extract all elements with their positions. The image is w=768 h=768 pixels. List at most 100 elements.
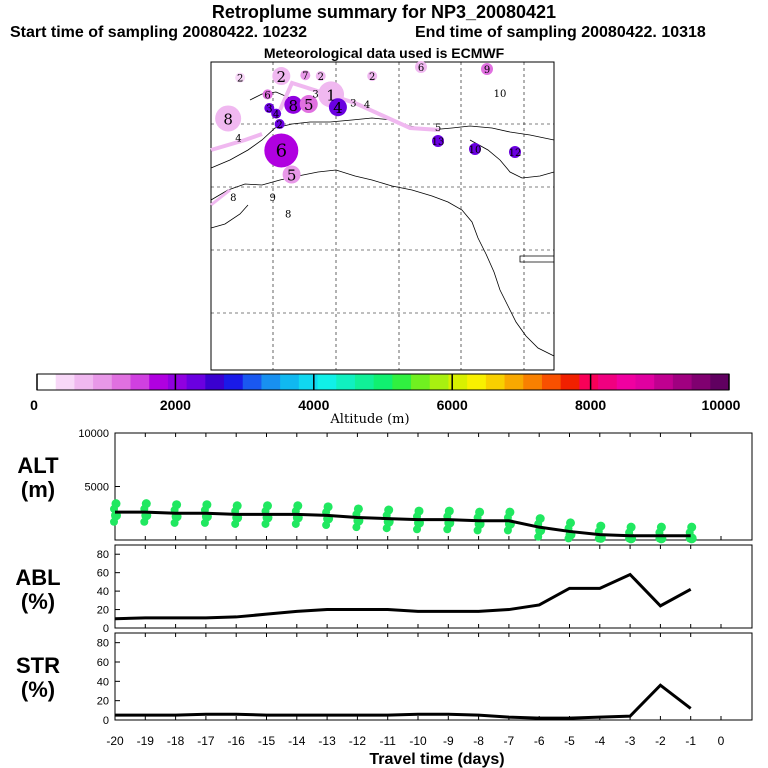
x-tick-label: -1 <box>685 734 696 748</box>
colorbar-swatch <box>261 374 281 390</box>
y-tick-label: 0 <box>103 623 109 635</box>
x-tick-label: -2 <box>655 734 666 748</box>
panel-ylabel-name: STR <box>16 653 60 678</box>
colorbar-swatch <box>504 374 524 390</box>
colorbar-swatch <box>37 374 57 390</box>
colorbar-swatch <box>448 374 468 390</box>
map-marker-dot <box>272 67 291 86</box>
plume-track <box>278 80 441 132</box>
x-tick-label: -13 <box>318 734 336 748</box>
colorbar-axis-label: Altitude (m) <box>329 412 409 427</box>
series-line-alt <box>115 510 691 538</box>
map-marker-label: 5 <box>287 167 297 185</box>
colorbar-swatch <box>467 374 487 390</box>
map-marker-label: 13 <box>432 137 445 148</box>
start-time-label: Start time of sampling 20080422. 10232 <box>10 24 308 41</box>
map-marker <box>300 70 311 81</box>
x-tick-label: -10 <box>409 734 427 748</box>
map-marker-label: 2 <box>277 68 287 86</box>
map-marker-label: 12 <box>509 148 522 159</box>
map-marker <box>432 135 444 147</box>
map-marker-dot <box>282 165 301 184</box>
y-tick-label: 5000 <box>85 482 109 494</box>
x-tick-label: -18 <box>167 734 185 748</box>
colorbar-swatch <box>392 374 412 390</box>
y-tick-label: 60 <box>97 568 109 580</box>
map-marker-label: 4 <box>333 99 343 117</box>
map-marker-label: 2 <box>369 72 375 83</box>
altitude-scatter-point <box>111 499 121 509</box>
map-marker-dot <box>415 61 427 73</box>
x-axis-label: Travel time (days) <box>369 751 504 768</box>
map-marker-dot <box>235 72 246 83</box>
map-marker <box>264 103 275 114</box>
colorbar-swatch <box>93 374 113 390</box>
map-marker-label: 4 <box>364 100 370 111</box>
colorbar-swatch <box>205 374 225 390</box>
y-tick-label: 20 <box>97 696 109 708</box>
altitude-scatter-point <box>141 499 151 509</box>
map-marker-dot <box>469 143 481 155</box>
map-marker-label: 3 <box>350 98 356 109</box>
altitude-scatter-point <box>384 505 394 515</box>
map-marker <box>469 143 481 155</box>
colorbar-swatch <box>55 374 75 390</box>
altitude-scatter-point <box>353 504 363 514</box>
map-marker <box>284 95 303 114</box>
colorbar-swatch <box>149 374 169 390</box>
map-marker-label: 6 <box>276 140 287 161</box>
y-tick-label: 0 <box>103 715 109 727</box>
altitude-scatter-point <box>656 522 666 532</box>
altitude-scatter-point <box>323 502 333 512</box>
y-tick-label: 60 <box>97 657 109 669</box>
panel-ylabel-name: ALT <box>17 453 59 478</box>
altitude-scatter-point <box>444 506 454 516</box>
altitude-scatter-point <box>505 507 515 517</box>
panel-ylabel-name: ABL <box>15 565 60 590</box>
panel-frame <box>114 632 753 721</box>
map-marker <box>264 133 299 168</box>
map-marker-label: 5 <box>304 96 314 114</box>
map-marker <box>481 63 493 75</box>
series-line-str <box>115 683 692 720</box>
map-marker <box>272 67 291 86</box>
map-marker-dot <box>481 63 493 75</box>
colorbar-swatch <box>654 374 674 390</box>
plume-track <box>210 132 263 152</box>
map-marker-dot <box>432 135 444 147</box>
y-tick-label: 80 <box>97 549 109 561</box>
y-tick-label: 40 <box>97 586 109 598</box>
colorbar-swatch <box>411 374 431 390</box>
map-marker <box>271 108 282 119</box>
map-marker-label: 2 <box>276 120 282 131</box>
map-marker-dot <box>284 95 303 114</box>
map-marker-label: 10 <box>494 89 507 100</box>
map-marker-dot <box>264 103 275 114</box>
map-marker <box>235 72 246 83</box>
colorbar-swatch <box>298 374 319 390</box>
map-marker-dot <box>264 133 299 168</box>
panel-frame <box>114 544 753 629</box>
panel-ylabel-unit: (%) <box>21 589 55 614</box>
altitude-colorbar <box>36 373 730 391</box>
x-tick-label: -14 <box>288 734 306 748</box>
map-marker <box>315 71 326 82</box>
panel-ylabel-unit: (m) <box>21 477 55 502</box>
map-marker-label: 8 <box>223 110 233 128</box>
colorbar-swatch <box>598 374 618 390</box>
map-marker-dot <box>367 71 378 82</box>
map-marker-label: 6 <box>264 90 270 101</box>
map-marker-label: 10 <box>469 145 482 156</box>
colorbar-swatch <box>224 374 244 390</box>
colorbar-swatch <box>710 374 730 390</box>
map-marker <box>328 98 347 117</box>
y-tick-label: 10000 <box>78 428 109 440</box>
map-marker <box>299 95 318 114</box>
panel-ylabel-unit: (%) <box>21 677 55 702</box>
map-marker-dot <box>509 146 521 158</box>
map-panel <box>210 61 555 371</box>
colorbar-swatch <box>373 374 393 390</box>
colorbar-swatch <box>541 374 562 390</box>
series-line-abl <box>114 572 692 621</box>
x-tick-label: -4 <box>594 734 605 748</box>
